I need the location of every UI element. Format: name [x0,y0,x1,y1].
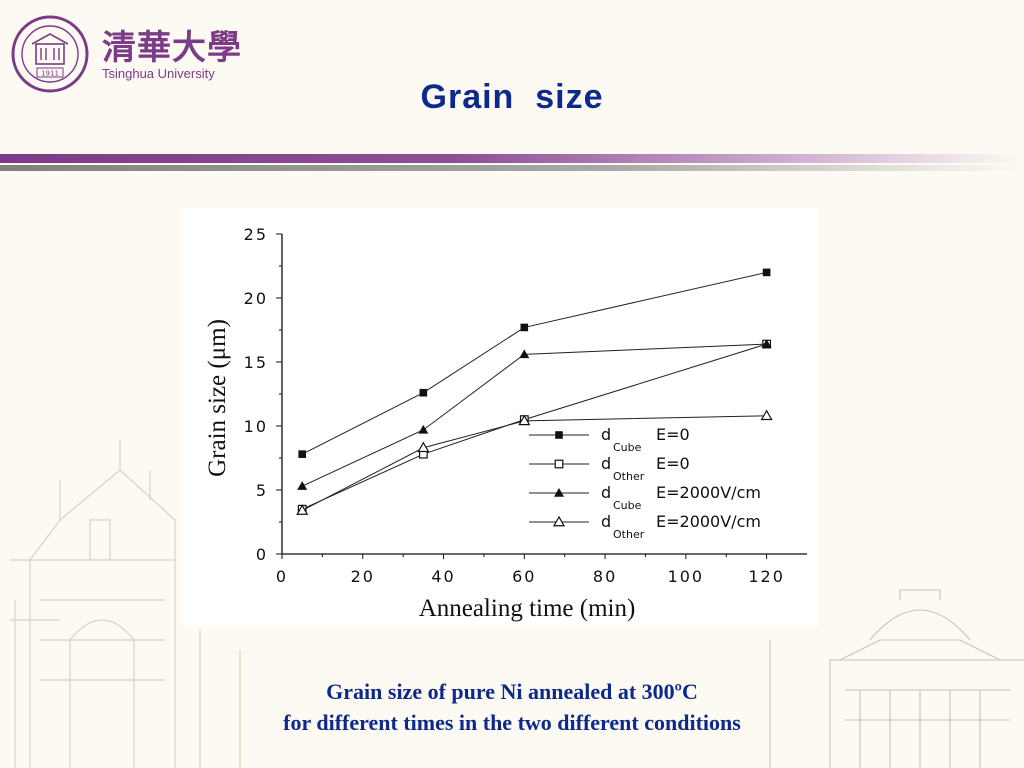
legend-marker [555,431,563,439]
series-line [301,343,767,510]
legend-label-subscript: Cube [613,499,642,512]
university-seal-icon: 1911 [11,15,89,93]
series-line [301,415,767,511]
chart-legend: dCubeE=0dOtherE=0dCubeE=2000V/cmdOtherE=… [529,425,761,541]
legend-condition: E=0 [656,425,690,444]
figure-caption: Grain size of pure Ni annealed at 300ºC … [0,676,1024,738]
data-point [519,349,530,359]
legend-marker [554,488,564,497]
data-point [418,424,429,434]
legend-label-subscript: Other [613,470,645,483]
legend-label: d [601,512,611,531]
data-point [296,504,309,515]
series-3 [297,339,772,490]
title-divider-bar [0,154,1024,171]
legend-label-subscript: Cube [613,441,642,454]
page-title: Grain size [420,78,604,116]
x-tick-label: 100 [668,567,705,586]
series-1 [298,268,771,458]
series-4 [296,409,773,515]
svg-text:1911: 1911 [41,70,59,78]
legend-condition: E=2000V/cm [656,512,761,531]
data-point [417,441,430,453]
university-logo: 1911 清華大學 Tsinghua University [10,14,241,94]
y-tick-label: 15 [244,353,268,372]
chart-series [296,268,773,515]
data-point [518,414,531,426]
data-point [297,481,308,490]
x-tick-label: 40 [431,567,455,586]
caption-line-2: for different times in the two different… [283,710,741,735]
x-tick-label: 120 [748,567,785,586]
x-tick-label: 80 [593,567,617,586]
logo-english-name: Tsinghua University [102,66,215,81]
y-axis-label: Grain size (μm) [204,319,231,477]
y-tick-label: 20 [244,289,268,308]
data-point [761,339,772,348]
series-line [301,271,767,455]
legend-condition: E=0 [656,454,690,473]
y-tick-label: 25 [244,225,268,244]
legend-label-subscript: Other [613,528,645,541]
x-tick-label: 20 [351,567,375,586]
caption-line-1: Grain size of pure Ni annealed at 300ºC [326,679,698,704]
data-point [419,388,428,397]
legend-condition: E=2000V/cm [656,483,761,502]
chart-panel: 0 20 40 60 80 100 120 0 5 10 15 20 25 d Cube E=0 d Other… [181,208,818,626]
legend-label: d [601,425,611,444]
legend-label: d [601,483,611,502]
y-tick-label: 10 [244,417,268,436]
legend-label: d [601,454,611,473]
data-point [762,268,771,277]
x-axis-label: Annealing time (min) [419,595,636,622]
legend-marker [552,515,566,527]
data-point [760,409,773,421]
chart-axes: 0 20 40 60 80 100 120 0 5 10 15 20 25 [244,225,807,586]
x-tick-label: 0 [276,567,288,586]
logo-chinese-name: 清華大學 [102,28,242,68]
legend-marker [554,459,564,469]
x-tick-label: 60 [512,567,536,586]
series-line [301,343,767,487]
y-tick-label: 5 [256,481,268,500]
data-point [298,450,306,458]
y-tick-label: 0 [256,545,268,564]
data-point [520,323,529,332]
